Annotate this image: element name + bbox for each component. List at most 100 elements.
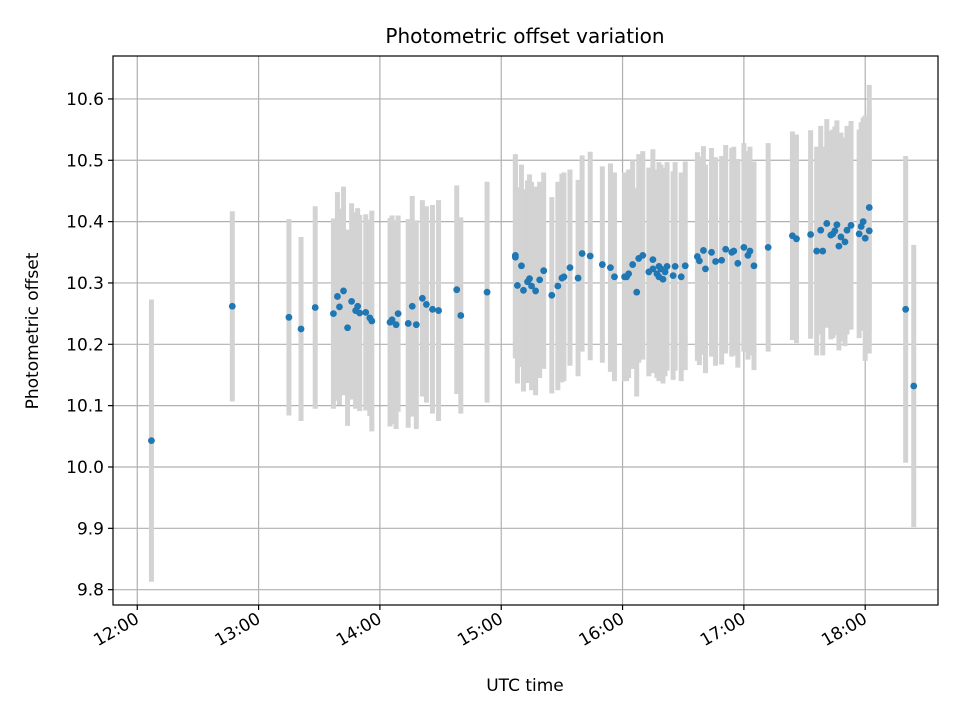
data-point	[663, 262, 671, 270]
data-point	[629, 261, 637, 268]
data-point	[548, 291, 556, 299]
data-point	[578, 250, 586, 257]
y-tick-label: 9.9	[77, 519, 104, 539]
data-point	[833, 221, 841, 229]
data-point	[718, 256, 726, 264]
data-point	[356, 309, 364, 317]
data-point	[740, 243, 748, 251]
data-point	[574, 274, 582, 282]
y-tick-label: 10.1	[66, 397, 104, 417]
data-point	[793, 235, 800, 243]
data-point	[750, 262, 758, 270]
data-point	[598, 261, 606, 268]
data-point	[813, 247, 821, 255]
data-point	[746, 247, 754, 255]
data-point	[435, 307, 442, 314]
data-point	[526, 275, 533, 283]
data-point	[392, 321, 400, 329]
data-point	[859, 218, 867, 226]
data-point	[330, 310, 337, 318]
data-point	[611, 273, 618, 281]
data-point	[712, 258, 719, 265]
y-tick-label: 10.4	[66, 213, 104, 233]
data-point	[348, 297, 356, 305]
data-point	[835, 242, 843, 250]
data-point	[453, 286, 461, 294]
y-tick-label: 10.5	[66, 151, 104, 171]
data-point	[841, 238, 849, 246]
data-point	[532, 287, 540, 295]
data-point	[855, 230, 863, 238]
data-point	[669, 272, 677, 279]
data-point	[311, 304, 319, 311]
data-point	[695, 257, 703, 265]
data-point	[661, 268, 669, 276]
data-point	[633, 288, 641, 296]
data-point	[831, 227, 839, 235]
data-point	[639, 251, 647, 259]
data-point	[394, 310, 402, 318]
data-point	[554, 282, 562, 290]
data-point	[910, 382, 918, 390]
data-point	[362, 309, 370, 316]
y-tick-label: 10.6	[66, 90, 104, 110]
data-point	[354, 302, 362, 310]
data-point	[368, 317, 376, 325]
data-point	[764, 243, 772, 251]
data-point	[334, 293, 341, 300]
data-point	[625, 270, 633, 278]
data-point	[566, 264, 574, 272]
data-point	[285, 313, 293, 321]
data-point	[817, 226, 825, 234]
data-point	[708, 248, 715, 256]
data-point	[483, 288, 491, 296]
y-tick-label: 10.2	[66, 335, 104, 355]
data-point	[560, 273, 568, 281]
data-point	[528, 282, 535, 290]
data-point	[297, 325, 305, 333]
data-point	[649, 256, 657, 264]
chart-title: Photometric offset variation	[385, 24, 664, 48]
y-tick-label: 9.8	[77, 581, 104, 601]
data-point	[677, 273, 685, 281]
data-point	[336, 303, 343, 311]
data-point	[730, 247, 738, 255]
data-point	[536, 276, 544, 284]
data-point	[902, 305, 910, 313]
data-point	[418, 294, 426, 302]
data-point	[518, 262, 525, 270]
data-point	[865, 204, 873, 211]
data-point	[514, 282, 521, 289]
data-point	[671, 262, 679, 270]
data-point	[408, 302, 416, 310]
point-layer	[148, 204, 918, 445]
y-axis-title: Photometric offset	[23, 252, 43, 409]
data-point	[807, 231, 815, 238]
data-point	[412, 321, 420, 329]
data-point	[586, 252, 594, 260]
data-point	[823, 220, 831, 227]
data-point	[861, 234, 869, 242]
data-point	[457, 312, 465, 319]
data-point	[607, 264, 614, 272]
y-tick-label: 10.0	[66, 458, 104, 478]
data-point	[511, 253, 519, 261]
data-point	[847, 221, 855, 229]
data-point	[388, 316, 396, 324]
data-point	[843, 226, 851, 234]
data-point	[429, 305, 436, 313]
data-point	[734, 259, 742, 267]
data-point	[540, 267, 548, 275]
data-point	[340, 287, 347, 295]
data-point	[228, 302, 236, 310]
data-point	[659, 275, 667, 283]
data-point	[865, 227, 873, 235]
data-point	[423, 301, 430, 308]
y-tick-label: 10.3	[66, 274, 104, 294]
data-point	[649, 265, 657, 273]
data-point	[344, 324, 351, 332]
data-point	[520, 286, 527, 294]
